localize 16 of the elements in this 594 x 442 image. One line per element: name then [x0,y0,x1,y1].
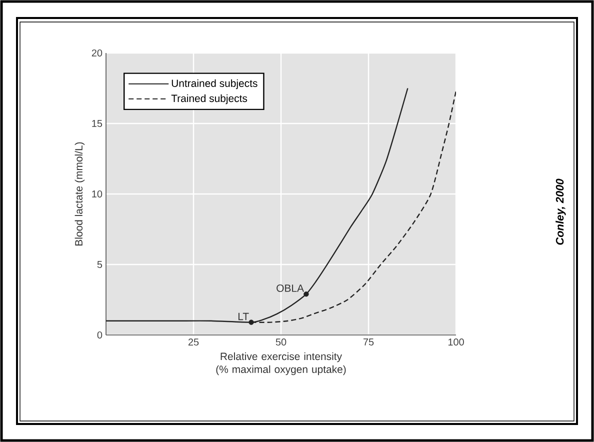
legend-label: Trained subjects [171,94,248,104]
y-tick-label: 15 [92,120,102,127]
x-tick-label: 25 [188,338,199,346]
annotation: OBLA [276,284,304,292]
y-tick-label: 20 [92,49,102,57]
legend-label: Untrained subjects [172,79,258,90]
annotation: LT [238,312,249,320]
x-tick-label: 50 [276,338,286,346]
y-axis-title: Blood lactate (mmol/L) [74,142,85,246]
y-tick-label: 5 [97,261,102,268]
x-tick-label: 100 [448,338,464,346]
y-tick-label: 0 [97,331,102,339]
y-tick-label: 10 [92,190,102,198]
x-axis-title: Relative exercise intensity (% maximal oxygen uptake) [216,352,346,376]
x-tick-label: 75 [363,338,374,346]
text: Conley, 2000 [556,178,566,245]
